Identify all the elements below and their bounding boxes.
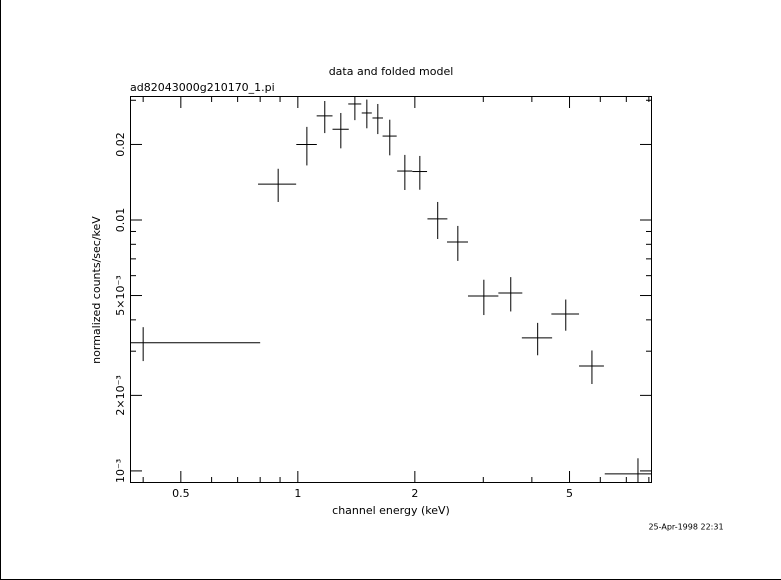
x-tick-label: 0.5 xyxy=(172,487,190,500)
data-layer xyxy=(130,96,652,483)
x-tick-label: 1 xyxy=(294,487,301,500)
x-axis-label: channel energy (keV) xyxy=(332,504,450,517)
plot-frame xyxy=(130,96,652,483)
y-tick-label: 2×10⁻³ xyxy=(114,375,127,415)
y-tick-label: 0.02 xyxy=(114,132,127,157)
timestamp: 25-Apr-1998 22:31 xyxy=(648,523,723,532)
file-name: ad82043000g210170_1.pi xyxy=(130,81,275,94)
x-tick-label: 5 xyxy=(566,487,573,500)
y-tick-label: 10⁻³ xyxy=(114,459,127,483)
y-tick-label: 5×10⁻³ xyxy=(114,275,127,315)
y-tick-label: 0.01 xyxy=(114,208,127,233)
x-tick-label: 2 xyxy=(411,487,418,500)
chart-title: data and folded model xyxy=(329,65,454,78)
y-axis-label: normalized counts/sec/keV xyxy=(90,216,103,364)
